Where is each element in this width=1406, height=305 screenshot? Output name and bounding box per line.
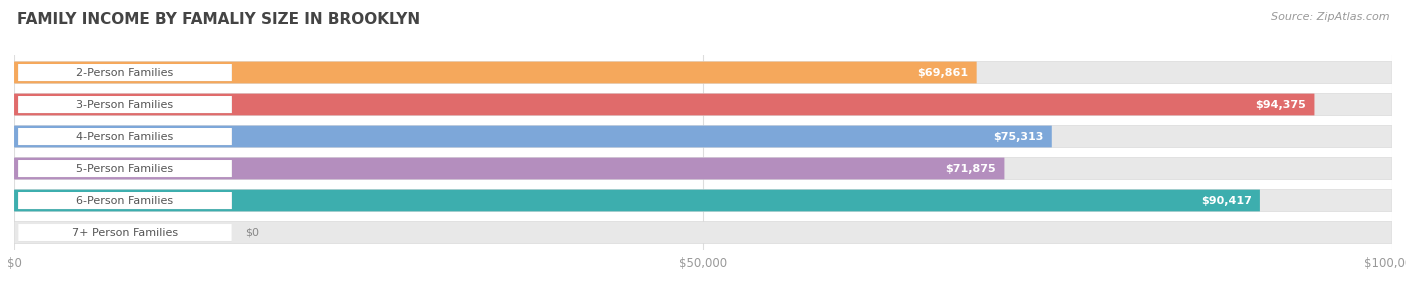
FancyBboxPatch shape	[14, 62, 977, 83]
Text: 6-Person Families: 6-Person Families	[76, 196, 173, 206]
Text: $0: $0	[246, 228, 260, 238]
FancyBboxPatch shape	[18, 224, 232, 241]
FancyBboxPatch shape	[18, 160, 232, 177]
FancyBboxPatch shape	[14, 190, 1260, 211]
Text: $75,313: $75,313	[993, 131, 1043, 142]
FancyBboxPatch shape	[14, 158, 1392, 179]
FancyBboxPatch shape	[18, 192, 232, 209]
Text: 2-Person Families: 2-Person Families	[76, 67, 173, 77]
Text: FAMILY INCOME BY FAMALIY SIZE IN BROOKLYN: FAMILY INCOME BY FAMALIY SIZE IN BROOKLY…	[17, 12, 420, 27]
FancyBboxPatch shape	[18, 224, 232, 241]
FancyBboxPatch shape	[14, 222, 1392, 243]
Text: 3-Person Families: 3-Person Families	[76, 99, 173, 109]
Text: $71,875: $71,875	[945, 163, 995, 174]
FancyBboxPatch shape	[14, 94, 1315, 115]
FancyBboxPatch shape	[18, 96, 232, 113]
FancyBboxPatch shape	[14, 190, 1392, 211]
FancyBboxPatch shape	[14, 126, 1392, 147]
FancyBboxPatch shape	[18, 128, 232, 145]
Text: Source: ZipAtlas.com: Source: ZipAtlas.com	[1271, 12, 1389, 22]
FancyBboxPatch shape	[14, 94, 1392, 115]
FancyBboxPatch shape	[18, 64, 232, 81]
FancyBboxPatch shape	[14, 62, 1392, 83]
Text: $90,417: $90,417	[1201, 196, 1251, 206]
Text: $94,375: $94,375	[1256, 99, 1306, 109]
FancyBboxPatch shape	[14, 158, 1004, 179]
FancyBboxPatch shape	[18, 96, 232, 113]
Text: $69,861: $69,861	[917, 67, 969, 77]
Text: 5-Person Families: 5-Person Families	[76, 163, 173, 174]
Text: 4-Person Families: 4-Person Families	[76, 131, 173, 142]
FancyBboxPatch shape	[14, 126, 1052, 147]
FancyBboxPatch shape	[18, 64, 232, 81]
FancyBboxPatch shape	[18, 192, 232, 209]
Text: 7+ Person Families: 7+ Person Families	[72, 228, 179, 238]
FancyBboxPatch shape	[18, 160, 232, 177]
FancyBboxPatch shape	[18, 128, 232, 145]
